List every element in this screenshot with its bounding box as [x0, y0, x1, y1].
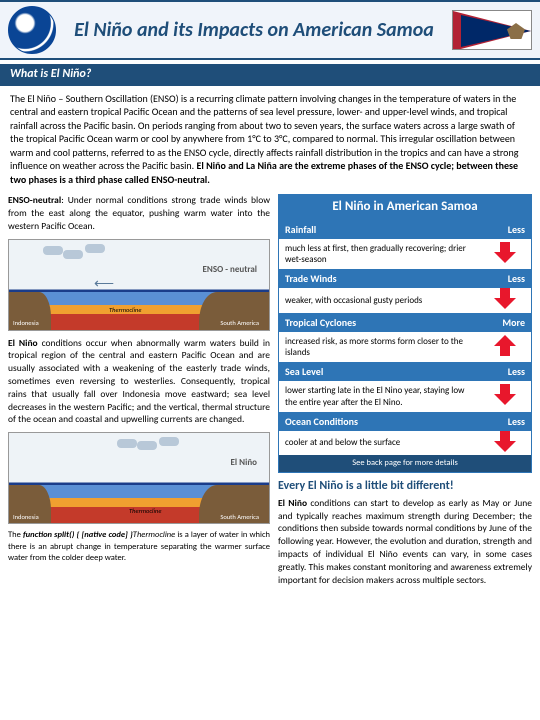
thermocline-note: The function split() { [native code] }Th…	[8, 530, 270, 564]
cloud-icon	[159, 437, 179, 446]
down-arrow-icon	[494, 384, 516, 405]
impact-trend: More	[479, 313, 531, 332]
cloud-icon	[137, 441, 157, 450]
intro-paragraph: The El Niño – Southern Oscillation (ENSO…	[0, 86, 540, 195]
diagram-title: ENSO - neutral	[203, 264, 257, 276]
land-left-label: Indonesia	[13, 513, 39, 521]
impact-arrow-cell	[479, 431, 531, 455]
impact-category: Tropical Cyclones	[279, 313, 479, 332]
land-right-label: South America	[220, 513, 259, 521]
section-header-what-is: What is El Niño?	[0, 64, 540, 86]
cloud-icon	[43, 246, 63, 255]
closing-para: El Niño conditions can start to develop …	[278, 497, 532, 587]
american-samoa-flag	[452, 10, 532, 50]
impact-desc: lower starting late in the El Nino year,…	[279, 381, 479, 412]
impacts-footer: See back page for more details	[279, 455, 531, 472]
down-arrow-icon	[494, 431, 516, 452]
down-arrow-icon	[494, 242, 516, 263]
impact-trend: Less	[479, 412, 531, 431]
thermocline-label: Thermocline	[129, 507, 161, 515]
el-nino-rest: conditions occur when abnormally warm wa…	[8, 337, 270, 426]
closing-lead: El Niño	[278, 497, 307, 509]
impact-arrow-cell	[479, 239, 531, 270]
page-title: El Niño and its Impacts on American Samo…	[56, 19, 452, 41]
impacts-table: RainfallLessmuch less at first, then gra…	[279, 220, 531, 455]
enso-neutral-lead: ENSO-neutral	[8, 194, 61, 206]
left-column: ENSO-neutral: Under normal conditions st…	[8, 194, 270, 592]
el-nino-lead: El Niño	[8, 337, 38, 349]
impact-desc: increased risk, as more storms form clos…	[279, 332, 479, 363]
impact-category: Sea Level	[279, 362, 479, 381]
flag-eagle-icon	[507, 23, 525, 39]
land-right-label: South America	[220, 319, 259, 327]
right-column: El Niño in American Samoa RainfallLessmu…	[278, 194, 532, 592]
impact-trend: Less	[479, 220, 531, 239]
enso-neutral-diagram: ⟵ ENSO - neutral Thermocline Indonesia S…	[8, 239, 270, 331]
diagram-title: El Niño	[231, 457, 257, 469]
impact-category: Ocean Conditions	[279, 412, 479, 431]
impact-arrow-cell	[479, 381, 531, 412]
thermocline-label: Thermocline	[109, 306, 141, 314]
impact-category: Trade Winds	[279, 269, 479, 288]
cloud-icon	[85, 244, 105, 253]
thermocline-note-lead: The function split() { [native code] }Th…	[8, 530, 175, 540]
impacts-header: El Niño in American Samoa	[279, 195, 531, 220]
page-header: El Niño and its Impacts on American Samo…	[0, 0, 540, 60]
cloud-icon	[63, 250, 83, 259]
impact-arrow-cell	[479, 332, 531, 363]
el-nino-para: El Niño conditions occur when abnormally…	[8, 337, 270, 427]
impact-trend: Less	[479, 362, 531, 381]
up-arrow-icon	[494, 335, 516, 356]
wind-arrow-icon: ⟵	[94, 275, 114, 293]
land-left-label: Indonesia	[13, 319, 39, 327]
closing-heading: Every El Niño is a little bit different!	[278, 479, 532, 495]
impact-desc: cooler at and below the surface	[279, 431, 479, 455]
cloud-icon	[117, 439, 137, 448]
enso-neutral-para: ENSO-neutral: Under normal conditions st…	[8, 194, 270, 232]
impact-arrow-cell	[479, 288, 531, 312]
two-column-layout: ENSO-neutral: Under normal conditions st…	[0, 194, 540, 592]
impact-desc: much less at first, then gradually recov…	[279, 239, 479, 270]
down-arrow-icon	[494, 288, 516, 309]
el-nino-diagram: El Niño Thermocline Indonesia South Amer…	[8, 432, 270, 524]
impact-trend: Less	[479, 269, 531, 288]
impact-desc: weaker, with occasional gusty periods	[279, 288, 479, 312]
noaa-logo	[8, 6, 56, 54]
closing-rest: conditions can start to develop as early…	[278, 497, 532, 586]
impact-category: Rainfall	[279, 220, 479, 239]
impacts-panel: El Niño in American Samoa RainfallLessmu…	[278, 194, 532, 473]
